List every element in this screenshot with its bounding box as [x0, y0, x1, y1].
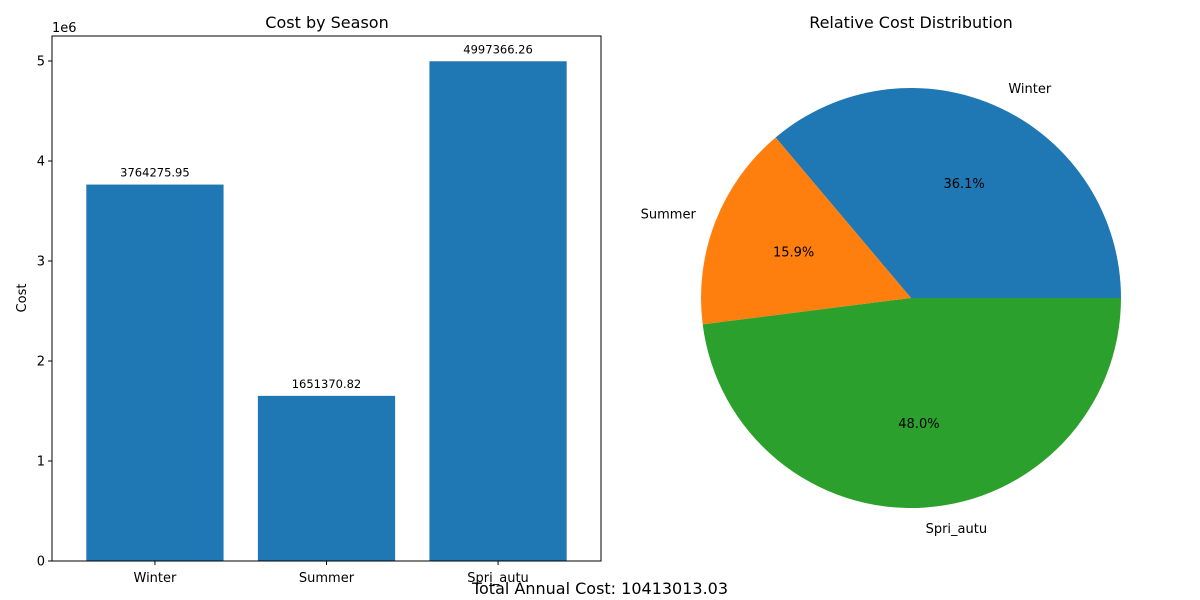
y-axis-offset-label: 1e6 [52, 21, 77, 36]
pie-slices [701, 88, 1121, 509]
pie-slice [702, 298, 1121, 509]
pie-slice-label: Spri_autu [926, 522, 988, 537]
pie-percent-label: 15.9% [773, 246, 814, 261]
x-axis-ticks: Winter Summer Spri_autu [134, 561, 529, 586]
bar-data-label: 1651370.82 [292, 377, 362, 391]
pie-slice-label: Summer [641, 208, 697, 223]
pie-percent-label: 48.0% [898, 417, 939, 432]
y-tick-label: 3 [37, 255, 45, 270]
bars [86, 61, 567, 562]
pie-slice [775, 88, 1121, 298]
x-tick-label: Summer [299, 571, 355, 586]
plot-frame [51, 35, 602, 562]
bar-data-label: 3764275.95 [120, 166, 190, 180]
bar-data-labels: 3764275.95 1651370.82 4997366.26 [120, 42, 533, 391]
bar-chart: Cost by Season 1e6 Cost 0 1 2 3 4 5 3764275.9… [15, 13, 602, 586]
bar [429, 61, 567, 562]
bar-chart-title: Cost by Season [265, 13, 388, 32]
pie-labels: Winter Summer Spri_autu [641, 82, 1052, 537]
pie-slice [701, 137, 911, 325]
bar-data-label: 4997366.26 [463, 42, 533, 56]
bar [257, 395, 396, 561]
y-axis-ticks: 0 1 2 3 4 5 [37, 55, 52, 570]
pie-chart-title: Relative Cost Distribution [809, 13, 1013, 32]
pie-percent-label: 36.1% [943, 177, 984, 192]
total-annual-cost: Total Annual Cost: 10413013.03 [471, 579, 728, 598]
y-axis-label: Cost [15, 284, 30, 313]
pie-chart: Relative Cost Distribution Winter Summer S… [641, 13, 1121, 537]
pie-percent-labels: 36.1% 15.9% 48.0% [773, 177, 985, 432]
pie-slice-label: Winter [1008, 82, 1052, 97]
y-tick-label: 0 [37, 555, 45, 570]
y-tick-label: 4 [37, 155, 45, 170]
x-tick-label: Winter [134, 571, 178, 586]
bar [86, 184, 224, 562]
y-tick-label: 2 [37, 355, 45, 370]
x-tick-label: Spri_autu [467, 571, 529, 586]
y-tick-label: 5 [37, 55, 45, 70]
y-tick-label: 1 [37, 455, 45, 470]
